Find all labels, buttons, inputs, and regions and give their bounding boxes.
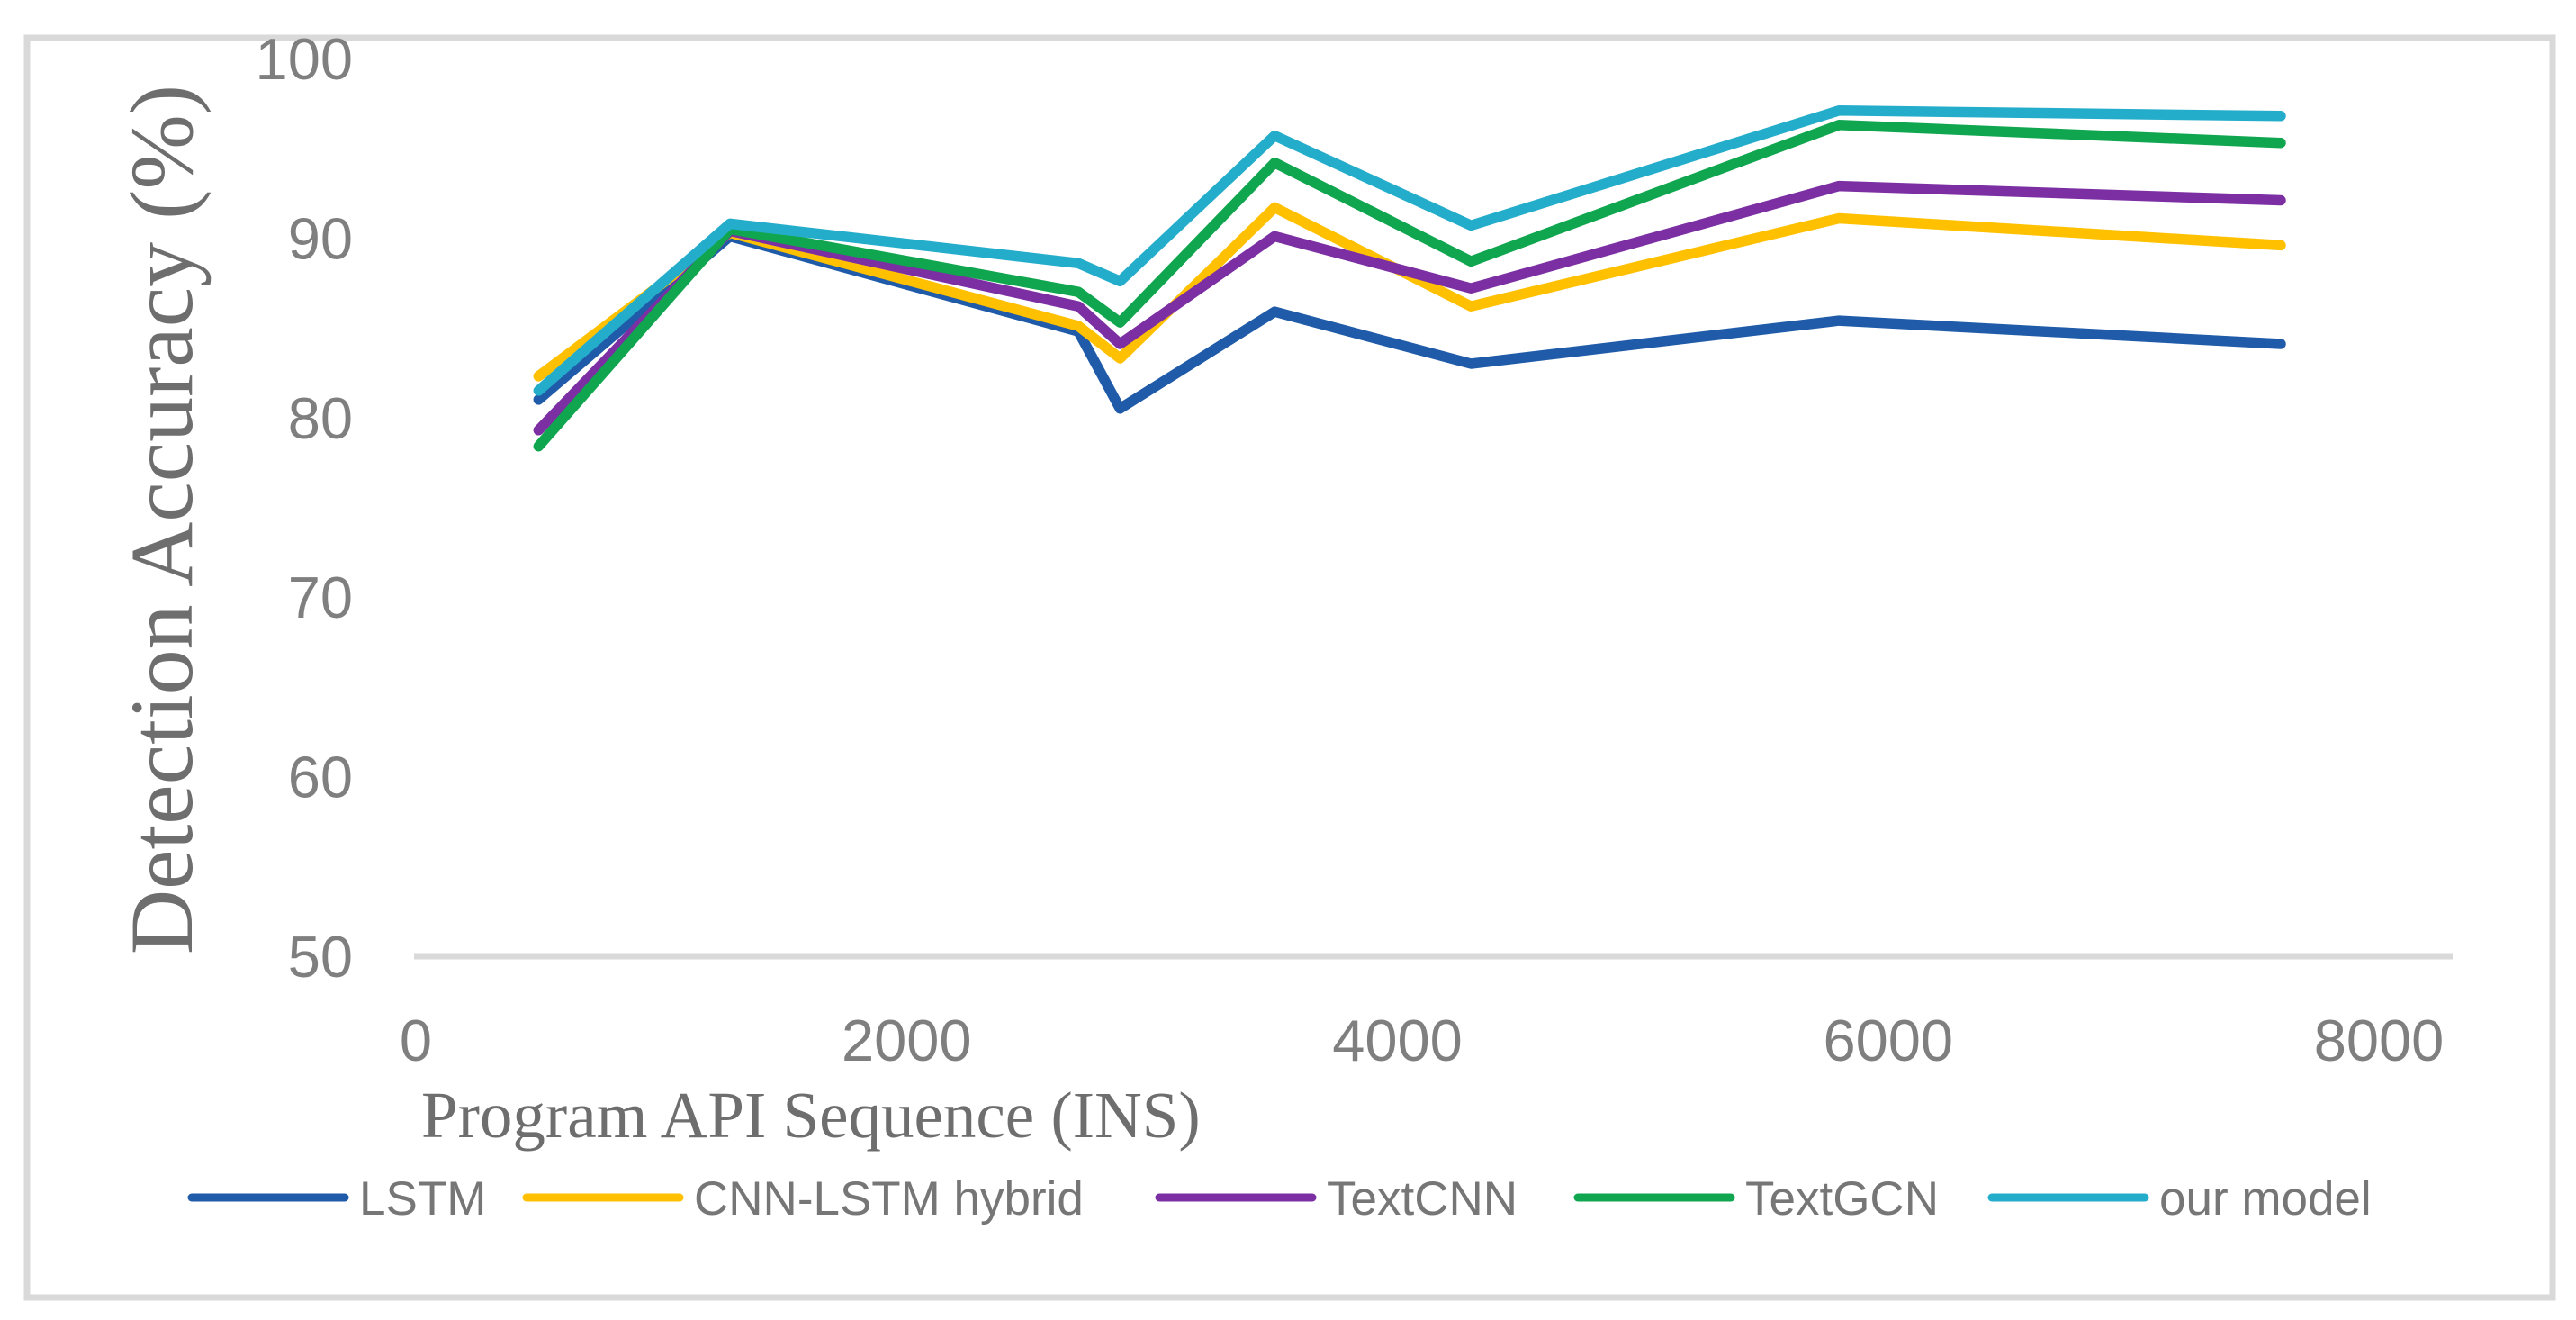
x-tick-label: 8000: [2314, 1008, 2445, 1073]
legend-label: TextCNN: [1327, 1172, 1518, 1225]
y-tick-label: 60: [288, 745, 353, 810]
legend-item-our-model[interactable]: our model: [1987, 1172, 2372, 1225]
legend-label: LSTM: [359, 1172, 486, 1225]
y-axis-title: Detection Accuracy (%): [112, 85, 212, 954]
x-tick-label: 4000: [1332, 1008, 1463, 1073]
x-tick-label: 0: [400, 1008, 432, 1073]
legend-item-cnn-lstm-hybrid[interactable]: CNN-LSTM hybrid: [522, 1172, 1084, 1225]
legend-item-lstm[interactable]: LSTM: [187, 1172, 486, 1225]
legend-label: CNN-LSTM hybrid: [694, 1172, 1084, 1225]
y-tick-label: 90: [288, 205, 353, 271]
legend-item-textgcn[interactable]: TextGCN: [1573, 1172, 1939, 1225]
series-line-lstm: [533, 231, 2286, 414]
y-tick-label: 80: [288, 385, 353, 451]
legend-item-textcnn[interactable]: TextCNN: [1155, 1172, 1518, 1225]
legend: LSTM CNN-LSTM hybrid TextCNN TextGCN our mod…: [187, 1172, 2372, 1225]
series-line-textcnn: [533, 180, 2286, 436]
x-axis-title: Program API Sequence (INS): [421, 1079, 1201, 1152]
series-line-our-model: [533, 105, 2286, 396]
series-line-textgcn: [533, 120, 2286, 452]
y-tick-label: 70: [288, 565, 353, 630]
figure-border: [23, 34, 2556, 1301]
legend-label: our model: [2159, 1172, 2372, 1225]
y-tick-label: 100: [256, 26, 353, 92]
x-tick-label: 2000: [842, 1008, 972, 1073]
y-tick-label: 50: [288, 924, 353, 990]
legend-label: TextGCN: [1745, 1172, 1939, 1225]
x-tick-label: 6000: [1823, 1008, 1953, 1073]
